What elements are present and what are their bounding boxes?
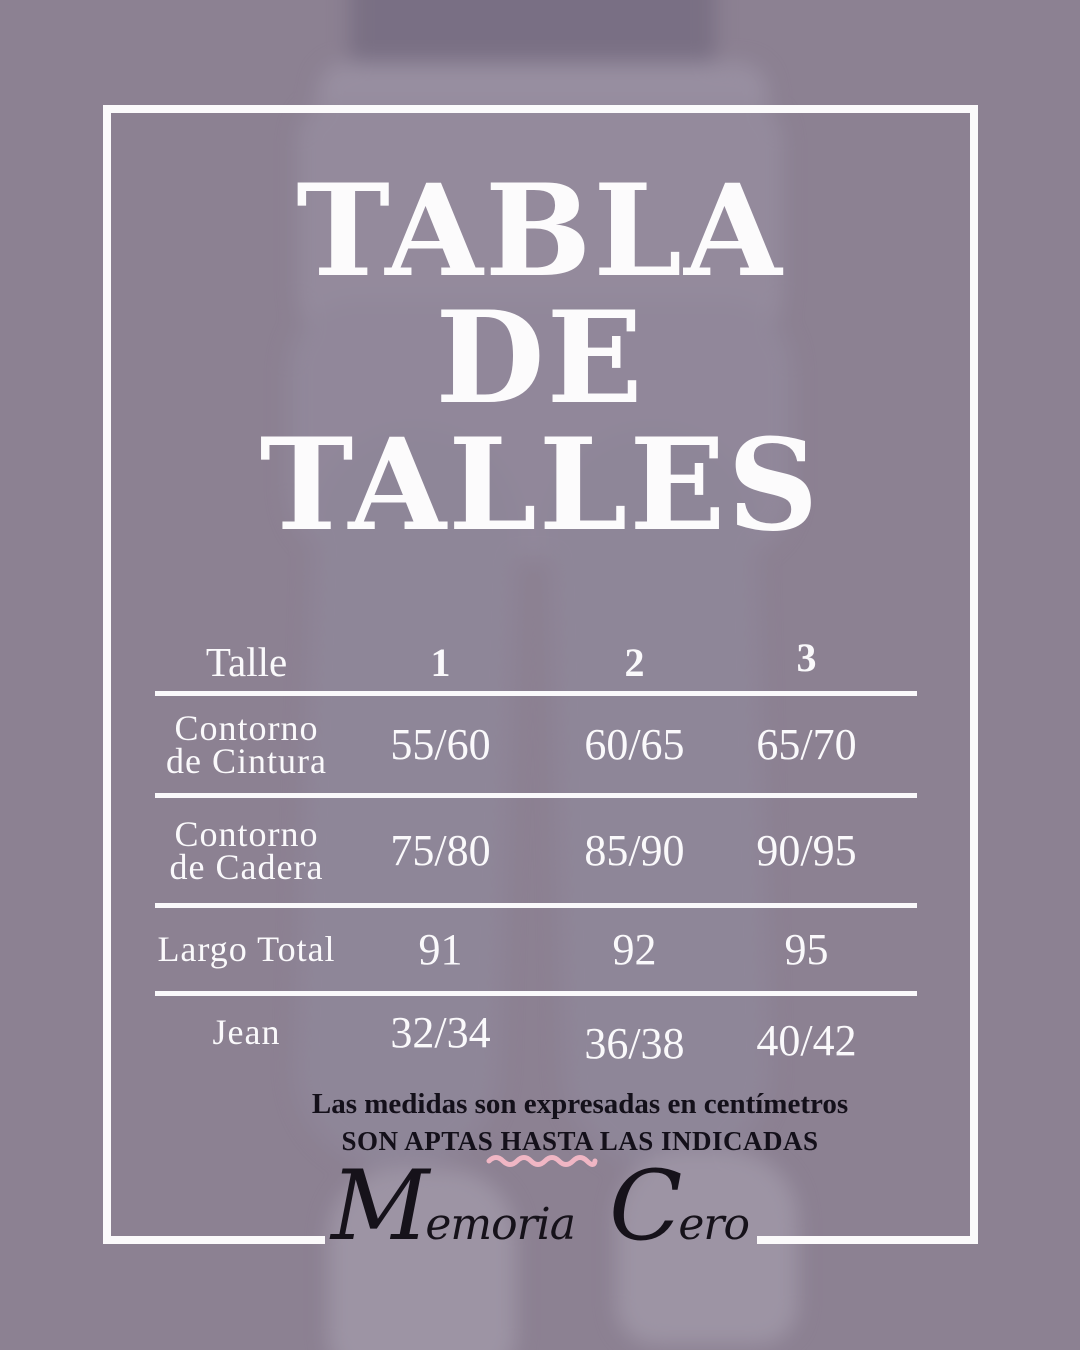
- row-label-cadera: Contorno de Cadera: [169, 813, 324, 887]
- table-header-row: Talle 1 2 3: [155, 633, 917, 691]
- cadera-size-3: 90/95: [756, 826, 857, 875]
- table-row-cintura: Contorno de Cintura 55/60 60/65 65/70: [155, 696, 917, 793]
- right-shoe-shape: [616, 1150, 798, 1345]
- note-measurements: Las medidas son expresadas en centímetro…: [311, 1088, 849, 1120]
- row-label-cintura: Contorno de Cintura: [166, 707, 327, 781]
- cintura-size-2: 60/65: [584, 720, 685, 769]
- header-size-1: 1: [430, 639, 451, 685]
- cadera-size-2: 85/90: [584, 826, 685, 875]
- left-shoe-shape: [328, 1168, 516, 1350]
- largo-size-2: 92: [612, 925, 657, 974]
- row-label-jean: Jean: [212, 1011, 281, 1052]
- header-talle-label: Talle: [205, 639, 288, 685]
- row-label-largo: Largo Total: [157, 929, 336, 969]
- title-line-1: TABLA: [296, 157, 784, 305]
- frame-bottom-right-segment: [757, 1236, 978, 1244]
- table-divider: [155, 691, 917, 696]
- page-title: TABLA DE TALLES: [0, 168, 1080, 549]
- table-divider: [155, 903, 917, 908]
- jean-size-2: 36/38: [584, 1018, 685, 1068]
- border-frame: [103, 105, 978, 1244]
- header-size-3: 3: [796, 634, 817, 680]
- table-row-jean: Jean 32/34 36/38 40/42: [155, 996, 917, 1080]
- brand-word-memoria: M emoria: [331, 1150, 576, 1262]
- wavy-underline-icon: [486, 1155, 598, 1167]
- cintura-size-1: 55/60: [390, 720, 491, 769]
- jean-size-3: 40/42: [756, 1015, 857, 1065]
- brand-word-cero: C ero: [608, 1150, 750, 1262]
- table-divider: [155, 991, 917, 996]
- frame-bottom-left-segment: [103, 1236, 325, 1244]
- title-line-3: TALLES: [259, 411, 821, 559]
- cintura-size-3: 65/70: [756, 720, 857, 769]
- jean-size-1: 32/34: [390, 1007, 491, 1057]
- table-row-cadera: Contorno de Cadera 75/80 85/90 90/95: [155, 798, 917, 903]
- table-divider: [155, 793, 917, 798]
- largo-size-1: 91: [418, 925, 463, 974]
- table-row-largo: Largo Total 91 92 95: [155, 908, 917, 991]
- title-line-2: DE: [435, 284, 645, 432]
- brand-logo: M emoria C ero: [0, 1158, 1080, 1254]
- largo-size-3: 95: [784, 925, 829, 974]
- cadera-size-1: 75/80: [390, 826, 491, 875]
- note-fit: SON APTAS HASTA LAS INDICADAS: [341, 1126, 819, 1156]
- size-table: Talle 1 2 3 Contorno de Cintura 55/60 60…: [155, 633, 917, 1080]
- header-size-2: 2: [624, 639, 645, 685]
